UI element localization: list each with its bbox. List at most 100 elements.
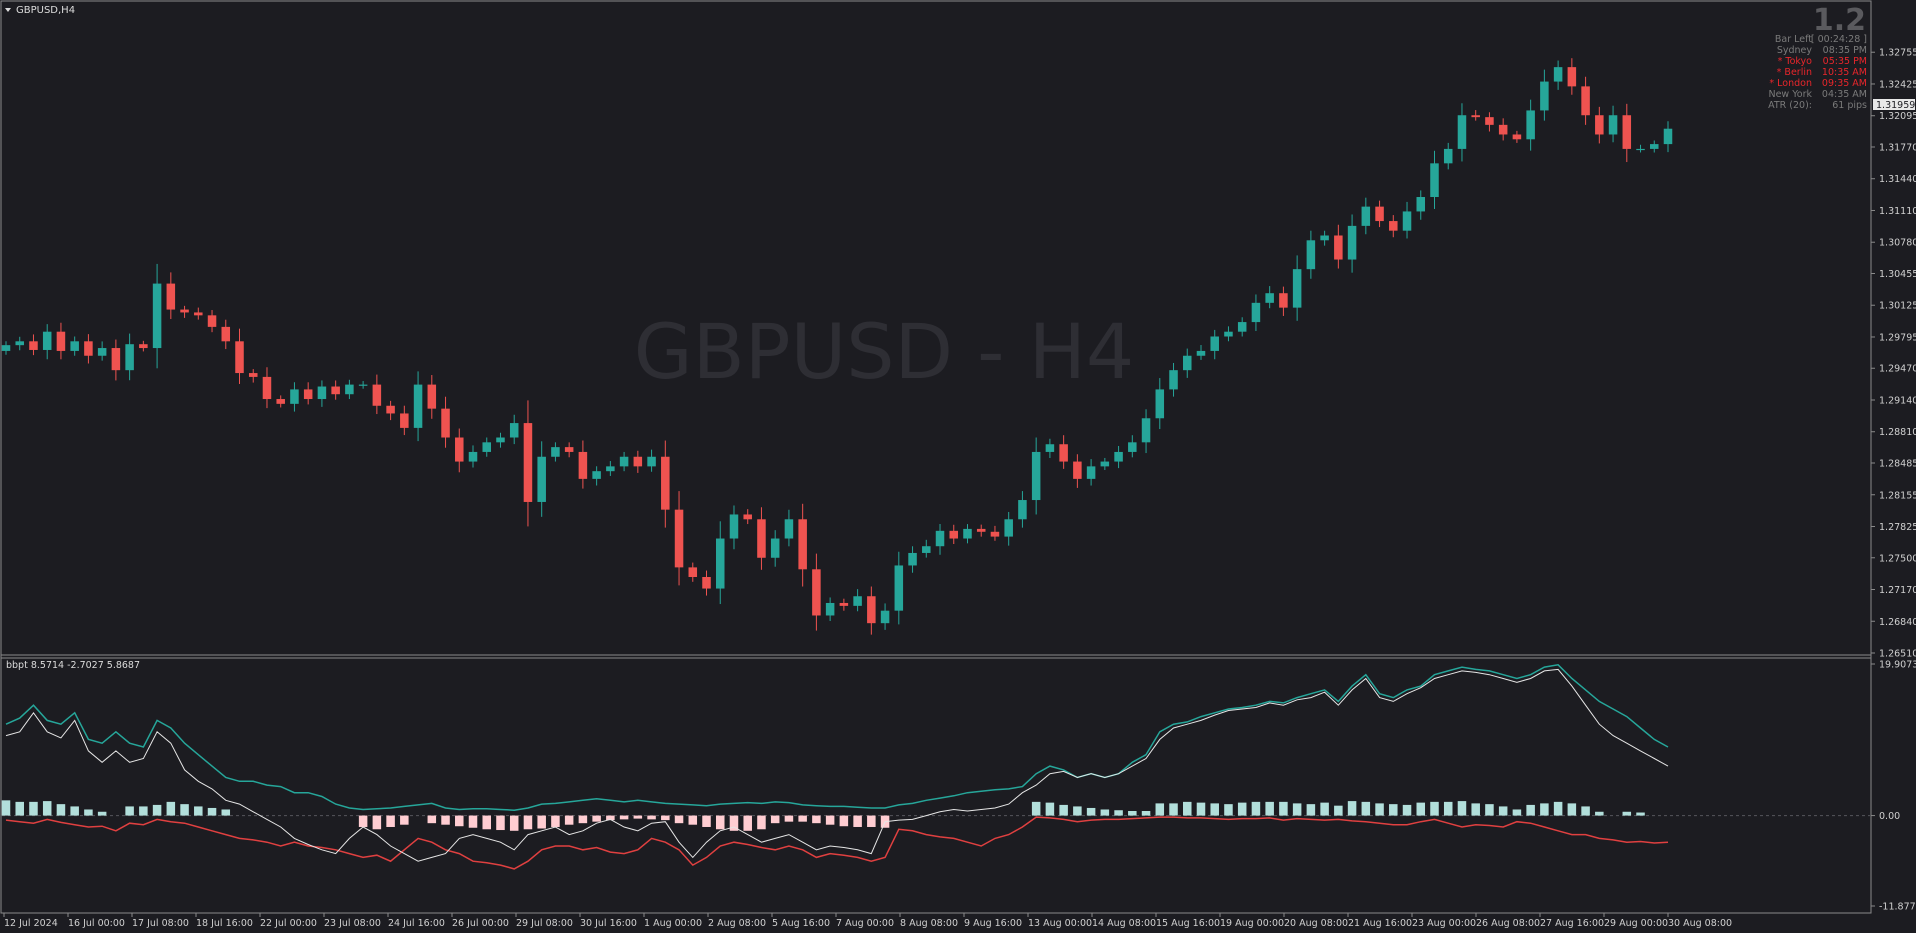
price-tick-label: 1.31110 bbox=[1879, 206, 1916, 217]
candle-body bbox=[798, 519, 807, 570]
price-axis: 1.32755 1.32425 1.32095 1.31770 1.31440 1.311… bbox=[1871, 48, 1916, 660]
price-tick-label: 1.28810 bbox=[1879, 427, 1916, 438]
time-tick-label: 8 Aug 08:00 bbox=[900, 918, 958, 929]
histogram-bar bbox=[606, 815, 615, 821]
candle-body bbox=[1443, 148, 1453, 164]
info-label: * Tokyo bbox=[1778, 56, 1813, 67]
price-tick-label: 1.26510 bbox=[1879, 649, 1916, 660]
price-tick-label: 1.30125 bbox=[1879, 301, 1916, 312]
candle-body bbox=[1512, 134, 1522, 140]
histogram-bar bbox=[358, 815, 368, 827]
candle-body bbox=[1526, 110, 1535, 140]
histogram-bar bbox=[180, 804, 189, 816]
candle-body bbox=[880, 610, 890, 624]
candle-body bbox=[1389, 221, 1398, 231]
info-value: 08:35 PM bbox=[1823, 45, 1867, 56]
histogram-bar bbox=[784, 815, 794, 822]
histogram-bar bbox=[633, 815, 643, 819]
histogram-bar bbox=[1540, 803, 1549, 816]
candle-body bbox=[729, 514, 739, 539]
histogram-bar bbox=[1182, 801, 1192, 816]
time-tick-label: 30 Aug 08:00 bbox=[1668, 918, 1732, 929]
time-tick-label: 18 Jul 16:00 bbox=[196, 918, 253, 929]
candle-body bbox=[1292, 269, 1302, 308]
histogram-bar bbox=[1334, 805, 1343, 816]
candle-body bbox=[1, 345, 11, 351]
price-tick-label: 1.26840 bbox=[1879, 617, 1916, 628]
candle-body bbox=[867, 596, 876, 624]
histogram-bar bbox=[427, 815, 437, 824]
candle-body bbox=[935, 530, 945, 547]
histogram-bar bbox=[1196, 802, 1206, 816]
candle-body bbox=[1347, 225, 1357, 260]
candle-body bbox=[441, 408, 450, 438]
histogram-bar bbox=[1059, 804, 1068, 816]
candle-body bbox=[770, 538, 780, 558]
candle-body bbox=[1375, 206, 1384, 222]
triangle-down-icon[interactable] bbox=[5, 8, 11, 12]
time-tick-label: 21 Aug 16:00 bbox=[1348, 918, 1412, 929]
info-label: * London bbox=[1769, 78, 1812, 89]
candle-body bbox=[1196, 350, 1206, 356]
histogram-bar bbox=[715, 815, 725, 830]
candle-body bbox=[1567, 67, 1577, 87]
price-tick-label: 1.29140 bbox=[1879, 395, 1916, 406]
histogram-bar bbox=[29, 801, 38, 816]
histogram-bar bbox=[578, 815, 588, 824]
histogram-bar bbox=[1224, 804, 1233, 816]
candle-body bbox=[29, 341, 38, 350]
candle-body bbox=[468, 451, 478, 462]
time-tick-label: 12 Jul 2024 bbox=[4, 918, 58, 929]
histogram-bar bbox=[1581, 806, 1590, 816]
candle-body bbox=[1457, 115, 1467, 149]
histogram-bar bbox=[1251, 801, 1261, 816]
histogram-bar bbox=[194, 806, 203, 816]
info-value: 10:35 AM bbox=[1822, 67, 1867, 78]
histogram-bar bbox=[1622, 811, 1632, 816]
histogram-bar bbox=[221, 809, 231, 816]
time-tick-label: 29 Aug 00:00 bbox=[1604, 918, 1668, 929]
histogram-bar bbox=[482, 815, 492, 830]
candle-body bbox=[1141, 418, 1151, 443]
candle-body bbox=[15, 341, 24, 346]
indicator-pane bbox=[1, 663, 1870, 870]
histogram-bar bbox=[1485, 804, 1494, 816]
candle-body bbox=[1416, 197, 1426, 212]
candle-body bbox=[812, 569, 821, 616]
time-tick-label: 16 Jul 00:00 bbox=[68, 918, 125, 929]
candle-body bbox=[1114, 451, 1123, 462]
candle-body bbox=[743, 514, 752, 520]
candle-body bbox=[84, 341, 93, 356]
symbol-label: GBPUSD,H4 bbox=[16, 5, 75, 16]
candle-body bbox=[1622, 115, 1632, 149]
time-tick-label: 20 Aug 08:00 bbox=[1284, 918, 1348, 929]
histogram-bar bbox=[1045, 802, 1055, 816]
candle-body bbox=[1045, 444, 1055, 452]
bbpt-mid-line bbox=[5, 668, 1669, 862]
candle-body bbox=[1018, 500, 1027, 520]
candle-body bbox=[1265, 293, 1274, 303]
info-value: 05:35 PM bbox=[1823, 56, 1867, 67]
histogram-bar bbox=[1141, 810, 1151, 816]
candle-body bbox=[784, 519, 794, 539]
candle-body bbox=[1430, 163, 1439, 198]
candle-body bbox=[152, 283, 162, 349]
time-tick-label: 26 Aug 08:00 bbox=[1476, 918, 1540, 929]
time-tick-label: 23 Aug 00:00 bbox=[1412, 918, 1476, 929]
spread-value: 1.2 bbox=[1813, 3, 1866, 38]
histogram-bar bbox=[1389, 804, 1398, 816]
time-tick-label: 1 Aug 00:00 bbox=[644, 918, 702, 929]
candle-body bbox=[303, 389, 313, 400]
histogram-bar bbox=[1443, 801, 1453, 816]
candle-body bbox=[702, 577, 711, 589]
candle-body bbox=[56, 331, 66, 351]
info-value: [ 00:24:28 ] bbox=[1811, 34, 1867, 45]
candle-body bbox=[839, 602, 849, 606]
candle-body bbox=[825, 602, 835, 616]
candle-body bbox=[990, 531, 1000, 537]
histogram-bar bbox=[468, 815, 478, 828]
time-tick-label: 17 Jul 08:00 bbox=[132, 918, 189, 929]
histogram-bar bbox=[56, 804, 66, 816]
candle-body bbox=[674, 509, 684, 568]
candle-body bbox=[1553, 67, 1563, 82]
